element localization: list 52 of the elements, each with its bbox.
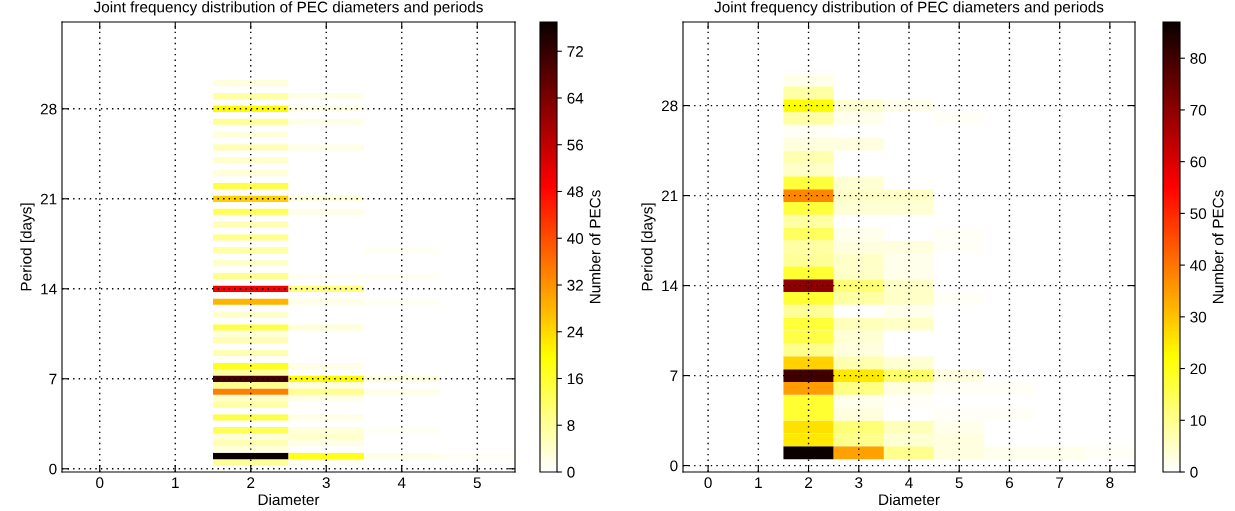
color-bar-label: 0 [567,466,575,478]
color-bar-label: 60 [1190,156,1207,168]
y-tick-label: 7 [49,373,57,385]
y-tick-label: 28 [40,103,57,115]
x-tick-label: 5 [473,477,481,489]
x-tick-label: 4 [905,477,913,488]
color-bar-label: 50 [1190,208,1207,220]
color-bar-label: 70 [1190,104,1207,116]
color-bar-label: 30 [1190,311,1207,323]
color-bar-label: 10 [1190,415,1207,426]
x-tick-label: 7 [1056,477,1064,488]
y-tick-label: 14 [662,280,678,292]
chart-title: Joint frequency distribution of PEC diameters and periods [714,1,1104,16]
color-bar-label: 40 [1190,259,1207,271]
x-tick-label: 1 [172,477,179,488]
color-bar-label: 56 [567,139,584,151]
y-axis-title: Period [days] [641,203,656,291]
x-tick-label: 2 [247,477,255,488]
y-tick-label: 14 [41,283,57,295]
color-bar-label: 32 [567,279,583,291]
chart-title: Joint frequency distribution of PEC diameters and periods [93,1,483,16]
color-bar-label: 72 [567,46,583,57]
x-tick-label: 3 [855,477,863,489]
y-tick-label: 0 [49,463,57,475]
x-tick-label: 0 [96,477,104,489]
x-tick-label: 1 [755,477,762,488]
x-tick-label: 6 [1005,477,1014,489]
color-bar-title: Number of PECs [589,190,601,304]
x-tick-label: 4 [397,477,406,488]
color-bar-title: Number of PECs [1212,190,1224,304]
color-bar-label: 0 [1190,466,1198,478]
y-tick-label: 28 [661,100,678,112]
color-bar-label: 48 [567,186,584,198]
x-tick-label: 2 [805,477,813,488]
color-bar-label: 24 [567,326,584,338]
color-bar-label: 16 [567,373,584,385]
color-bar-label: 8 [567,420,575,431]
x-tick-label: 3 [322,477,330,489]
y-tick-label: 0 [670,460,678,472]
y-axis-title: Period [days] [20,203,35,291]
x-tick-label: 8 [1106,477,1114,489]
x-axis-title: Diameter [879,493,940,506]
x-tick-label: 0 [704,477,712,489]
x-axis-title: Diameter [258,493,320,506]
color-bar-label: 20 [1190,363,1207,375]
color-bar-label: 80 [1190,53,1207,64]
y-tick-label: 21 [661,190,678,202]
color-bar-label: 64 [567,92,584,104]
x-tick-label: 5 [955,477,963,489]
y-tick-label: 7 [670,370,678,382]
color-bar-label: 40 [567,233,584,244]
y-tick-label: 21 [40,193,57,205]
